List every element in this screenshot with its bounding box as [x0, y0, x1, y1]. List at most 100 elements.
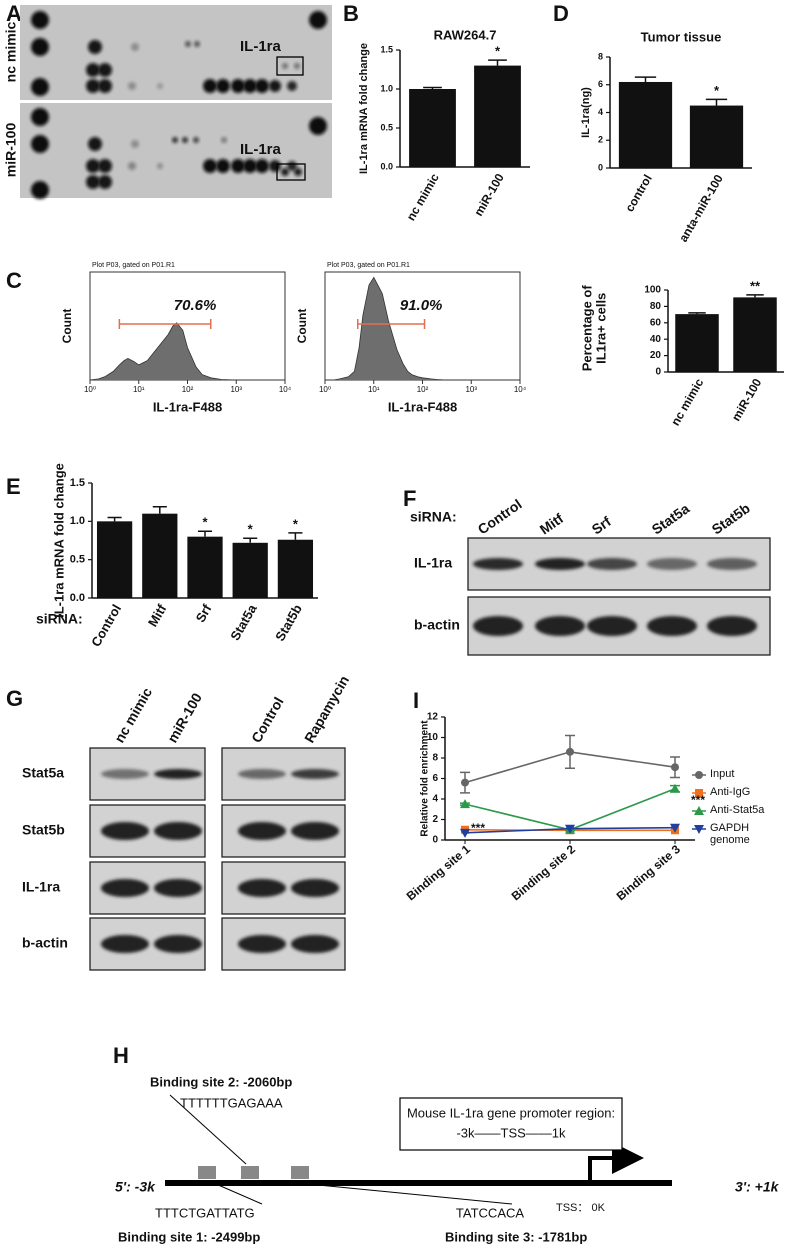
significance-label: * [495, 44, 501, 59]
legend-swatch [695, 789, 703, 797]
site-connector [307, 1183, 513, 1205]
point [670, 783, 680, 793]
bar [733, 297, 777, 372]
blot-band [473, 558, 523, 570]
row-label: miR-100 [3, 123, 19, 178]
blot-membrane [20, 5, 332, 100]
highlight-box [276, 56, 304, 76]
legend-swatch [694, 825, 704, 834]
blot-dot [309, 117, 327, 135]
y-tick-label: 0 [432, 835, 438, 846]
blot-band [101, 935, 149, 953]
blot-dot [31, 38, 49, 56]
site-connector [169, 1094, 247, 1165]
y-tick-label: 8 [598, 51, 603, 61]
blot-band [291, 822, 339, 840]
x-tick-label: 10³ [230, 385, 242, 394]
blot-dot [182, 137, 188, 143]
bar [187, 536, 223, 598]
blot-dot [31, 108, 49, 126]
blot-dot [203, 159, 217, 173]
site-label: Binding site 3: -1781bp [445, 1229, 587, 1244]
promoter-diagram: Mouse IL-1ra gene promoter region: -3k——… [115, 1074, 780, 1244]
y-axis-label: IL-1ra mRNA fold change [358, 43, 370, 174]
lane-label: nc mimic [111, 685, 155, 746]
site-sequence: TATCCACA [456, 1205, 524, 1220]
blot-dot [294, 63, 300, 69]
legend-label: GAPDH genome [710, 822, 750, 847]
x-tick-label: 10² [417, 385, 429, 394]
blot-band [587, 616, 637, 636]
blot-band [101, 879, 149, 897]
point [671, 763, 679, 772]
blot-dot [86, 159, 100, 173]
error-bar [152, 506, 167, 514]
point [461, 778, 469, 787]
panel-label: H [113, 1043, 129, 1068]
histogram-area [89, 322, 237, 381]
blot-dot [203, 79, 217, 93]
legend-label: Input [710, 768, 735, 780]
x-tick-label: Control [88, 602, 124, 650]
x-axis-label: IL-1ra-F488 [388, 399, 457, 414]
blot-dot [128, 162, 136, 170]
site-sequence: TTTTTTGAGAAA [180, 1095, 283, 1110]
blot-dot [231, 159, 245, 173]
info-range: -3k——TSS——1k [456, 1125, 566, 1140]
legend-swatch [694, 806, 704, 815]
blot-dot [194, 41, 200, 47]
bar [618, 81, 673, 168]
bar [474, 65, 521, 167]
blot-dot [287, 81, 297, 91]
bar [232, 542, 268, 598]
blot-band [647, 558, 697, 570]
blot-dot [255, 159, 269, 173]
error-bar [634, 76, 657, 82]
x-tick-label: nc mimic [668, 376, 706, 428]
significance-label: *** [471, 821, 485, 835]
bar [689, 105, 744, 168]
row-label: Stat5b [22, 822, 65, 838]
y-tick-label: 1.0 [70, 515, 85, 527]
site-connector [215, 1183, 263, 1205]
gate [357, 319, 426, 329]
blot-dot [281, 168, 289, 176]
error-bar [107, 516, 122, 522]
lane-label: Control [475, 496, 525, 538]
y-axis-label: Count [60, 309, 74, 344]
y-axis-label: IL-1ra(ng) [580, 87, 592, 138]
blot-dot [131, 140, 139, 148]
y-tick-label: 2 [598, 135, 603, 145]
start-label: 5': -3k [115, 1179, 156, 1195]
row-label: b-actin [22, 935, 68, 951]
series-line [464, 788, 676, 831]
blot-dot [98, 63, 112, 77]
blot-dot [131, 43, 139, 51]
legend-label: Anti-Stat5a [710, 804, 765, 816]
x-tick-label: Binding site 2 [509, 842, 579, 904]
blot-dot [31, 78, 49, 96]
blot-band [154, 769, 202, 779]
gate [118, 319, 212, 329]
chart-title: RAW264.7 [434, 27, 497, 42]
plot-frame [324, 271, 521, 381]
row-label: IL-1ra [414, 555, 452, 571]
panel-label: F [403, 486, 416, 511]
blot-band [238, 879, 286, 897]
point [565, 824, 575, 834]
x-tick-label: 10⁴ [514, 385, 527, 394]
blot-band [707, 616, 757, 636]
blot-dot [231, 79, 245, 93]
site-box [198, 1166, 216, 1179]
bar [277, 539, 314, 598]
blot-dot [157, 83, 163, 89]
tss-label: TSS： 0K [556, 1202, 606, 1214]
error-bar [288, 532, 303, 540]
bar [96, 521, 133, 598]
y-tick-label: 12 [427, 712, 439, 723]
x-tick-label: 10¹ [368, 385, 380, 394]
x-axis-label: IL-1ra-F488 [153, 399, 222, 414]
y-tick-label: 1.0 [380, 83, 393, 93]
row-label: Stat5a [22, 765, 64, 781]
